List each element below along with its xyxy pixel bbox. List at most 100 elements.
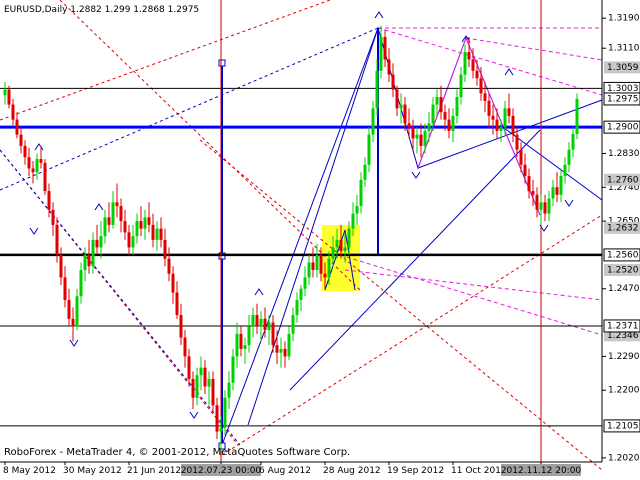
candle-body [307,262,311,278]
wave-line [417,36,541,216]
candle-body [555,187,559,195]
level-label-box [603,319,640,333]
candle-body [47,191,51,210]
candle-body [239,333,243,349]
x-tick-label: 28 Aug 2012 [323,466,381,476]
candle-body [119,206,123,222]
level-label-box [603,120,640,134]
candle-body [475,70,479,79]
y-tick-label: 1.2650 [608,217,640,227]
candle-body [159,228,163,240]
candle-body [7,89,11,105]
price-label: 1.2975 [607,94,639,104]
y-tick-label: 1.2290 [608,352,640,362]
candle-body [11,104,15,120]
trend-line [465,37,603,61]
candle-body [315,254,319,270]
level-label-box [603,419,640,433]
candle-body [139,221,143,229]
x-tick-label: 19 Sep 2012 [387,466,444,476]
candle-body [471,59,475,71]
candle-body [15,119,19,135]
y-tick-label: 1.3110 [608,44,640,54]
candle-body [327,258,331,278]
x-tick-label: 21 Jun 2012 [127,466,181,476]
candle-body [367,134,371,165]
candle-body [543,202,547,214]
x-tick-label: 2012.11.12 20:00 [501,466,582,476]
arrows [29,11,574,419]
candle-body [407,123,411,128]
candle-body [147,217,151,225]
x-tick-label: 2012.07.23 00:00 [181,466,262,476]
fib-label-box [604,61,640,74]
marker-square [218,59,226,67]
candle-body [527,175,531,192]
candle-body [275,345,279,353]
candle-body [395,89,399,109]
candle-body [39,159,43,163]
candle-body [175,292,179,316]
candle-body [483,93,487,101]
candle-body [411,127,415,139]
arrow-down [564,199,574,207]
candle-body [279,348,283,353]
candle-body [59,254,63,278]
open: 1.2882 [70,5,102,15]
candle-body [255,315,259,327]
x-label-box [501,464,581,476]
x-tick-label: 30 May 2012 [63,466,122,476]
candle-body [179,315,183,338]
chart-header: EURUSD,Daily 1.2882 1.299 1.2868 1.2975 [4,5,199,15]
trend-line [417,99,603,169]
candle-body [143,217,147,229]
candle-body [19,134,23,146]
candle-body [67,300,71,319]
candle-body [111,202,115,225]
candle-body [3,89,7,96]
candle-body [99,236,103,248]
candle-body [547,198,551,214]
candle-body [535,194,539,210]
trend-line [0,0,331,121]
candle-body [83,254,87,270]
candle-body [271,322,275,346]
symbol: EURUSD,Daily [4,5,68,15]
marker-square [218,442,226,450]
candle-body [463,51,467,75]
candle-body [511,115,515,135]
level-label-box [603,248,640,262]
candle-body [331,247,335,259]
fib-label: 1.3059 [607,63,639,73]
plot [0,0,602,462]
candle-body [115,202,119,207]
candle-body [263,318,267,331]
arrow-up [374,11,384,19]
candle-body [215,405,219,432]
candle-body [127,232,131,248]
candle-body [231,356,235,383]
candle-body [75,296,79,327]
candle-body [431,104,435,124]
y-tick-label: 1.2740 [608,183,640,193]
trend-line [344,269,603,301]
candle-body [551,187,555,199]
candle-body [479,78,483,94]
arrow-down [411,171,421,179]
trend-line [199,139,603,471]
candle-body [287,333,291,357]
close: 1.2975 [168,5,200,15]
candle-body [375,70,379,109]
candle-body [443,112,447,120]
candle-body [539,202,543,210]
x-label-box [181,464,261,476]
candle-body [303,277,307,289]
fib-label: 1.2346 [607,331,639,341]
candle-body [223,397,227,428]
candle-body [563,164,567,176]
candle-body [575,98,579,134]
level-label: 1.2900 [607,123,639,133]
candle-body [27,157,31,169]
candle-body [323,273,327,278]
candle-body [123,221,127,233]
